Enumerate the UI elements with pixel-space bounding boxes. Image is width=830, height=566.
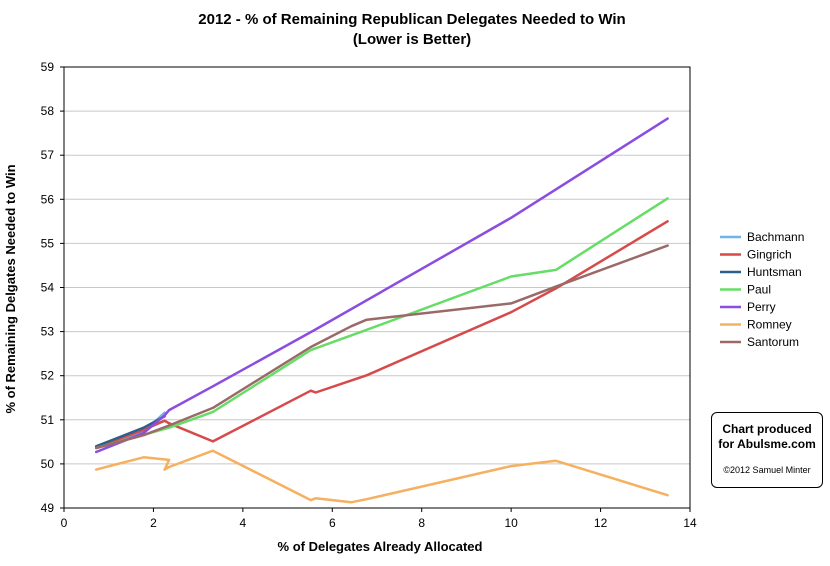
- series-line-romney: [94, 449, 669, 504]
- legend-label-gingrich: Gingrich: [747, 248, 792, 262]
- series-lines: [94, 117, 669, 504]
- x-tick-label: 2: [150, 516, 157, 530]
- legend: Bachmann Gingrich Huntsman Paul Perry Romney S…: [720, 230, 804, 349]
- y-tick-label: 58: [41, 104, 55, 118]
- y-tick-label: 53: [41, 325, 55, 339]
- y-tick-label: 52: [41, 369, 55, 383]
- y-tick-label: 54: [41, 281, 55, 295]
- chart-subtitle: (Lower is Better): [353, 31, 471, 48]
- x-tick-label: 6: [329, 516, 336, 530]
- y-tick-label: 57: [41, 148, 55, 162]
- chart-title: 2012 - % of Remaining Republican Delegat…: [198, 11, 625, 28]
- series-line-paul: [94, 197, 669, 450]
- y-tick-label: 55: [41, 236, 55, 250]
- legend-label-paul: Paul: [747, 283, 771, 297]
- y-tick-label: 49: [41, 501, 55, 515]
- legend-label-romney: Romney: [747, 318, 792, 332]
- y-tick-label: 56: [41, 192, 55, 206]
- y-axis-title: % of Remaining Delgates Needed to Win: [3, 164, 18, 413]
- y-tick-label: 51: [41, 413, 55, 427]
- credit-line-1: Chart produced: [722, 422, 812, 436]
- credit-box: Chart produced for Abulsme.com ©2012 Sam…: [711, 412, 823, 488]
- series-line-santorum: [94, 244, 669, 450]
- credit-line-2: for Abulsme.com: [718, 437, 816, 451]
- legend-label-perry: Perry: [747, 300, 776, 314]
- x-tick-label: 10: [504, 516, 518, 530]
- x-tick-label: 12: [594, 516, 608, 530]
- x-axis-title: % of Delegates Already Allocated: [278, 539, 483, 554]
- x-tick-label: 8: [418, 516, 425, 530]
- axis-ticks: 49 50 51 52 53 54 55 56 57 58 59 0 2 4 6 8 10 12 14: [41, 60, 697, 530]
- legend-label-huntsman: Huntsman: [747, 265, 802, 279]
- x-tick-label: 14: [683, 516, 697, 530]
- y-tick-label: 50: [41, 457, 55, 471]
- x-tick-label: 4: [240, 516, 247, 530]
- x-tick-label: 0: [61, 516, 68, 530]
- legend-label-santorum: Santorum: [747, 335, 799, 349]
- y-tick-label: 59: [41, 60, 55, 74]
- legend-label-bachmann: Bachmann: [747, 230, 804, 244]
- gridlines: [64, 66, 690, 509]
- credit-copyright: ©2012 Samuel Minter: [723, 465, 811, 475]
- series-line-gingrich: [94, 220, 669, 449]
- series-line-perry: [94, 117, 669, 454]
